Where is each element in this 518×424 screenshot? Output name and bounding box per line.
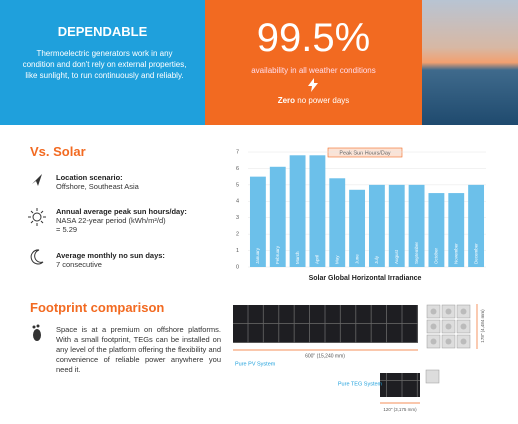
item-text: Offshore, Southeast Asia [56,182,139,191]
x-tick-label: December [473,243,478,264]
teg-width: 120" (3,175 mm) [383,407,417,412]
bar [289,155,306,267]
footprint-text: Space is at a premium on offshore platfo… [56,325,221,374]
x-tick-label: September [414,241,419,264]
bar [349,189,366,267]
stat-caption: availability in all weather conditions [251,66,376,75]
dependable-panel: DEPENDABLE Thermoelectric generators wor… [0,0,205,125]
zero-rest: no power days [297,96,350,105]
moon-icon [30,249,44,265]
stat: 99.5% [256,16,371,60]
item-1: Location scenario: Offshore, Southeast As… [56,173,226,191]
y-tick-label: 3 [236,215,239,221]
bar [329,178,346,267]
bar [249,176,266,267]
intro-text: Thermoelectric generators work in any co… [22,49,187,80]
item-text: 7 consecutive [56,260,102,269]
x-tick-label: August [394,249,399,264]
sea-photo [422,0,518,125]
x-tick-label: February [275,245,280,264]
bar [428,193,445,267]
pv-label: Pure PV System [235,361,276,367]
x-tick-label: November [453,243,458,264]
y-tick-label: 2 [236,232,239,238]
vs-solar-heading: Vs. Solar [30,144,86,159]
y-tick-label: 1 [236,248,239,254]
y-tick-label: 6 [236,166,239,172]
stat-panel: 99.5% availability in all weather condit… [205,0,422,125]
sun-icon [28,208,46,226]
y-tick-label: 4 [236,199,239,205]
item-title: Average monthly no sun days: [56,251,165,260]
zero-line: Zero no power days [205,96,422,105]
location-icon [32,174,42,186]
x-tick-label: July [374,255,379,264]
pv-array [233,305,418,343]
x-tick-label: October [434,247,439,264]
legend-label: Peak Sun Hours/Day [339,150,391,156]
bar [269,166,286,267]
bar [448,193,465,267]
item-title: Location scenario: [56,173,123,182]
zero: Zero [277,96,296,105]
icons [28,174,46,265]
item-title: Annual average peak sun hours/day: [56,207,187,216]
bar [468,184,485,267]
legend-box [327,147,403,158]
x-tick-label: April [315,255,320,264]
title: DEPENDABLE [57,24,148,39]
foot-icon [32,324,41,341]
y-tick-label: 5 [236,182,239,188]
pv-width: 600" (15,240 mm) [305,353,345,359]
item-text: NASA 22-year period (kWh/m²/d) = 5.29 [56,216,166,234]
side-width: 178" (4,484 mm) [480,309,485,343]
bar [309,155,326,267]
teg-grid [426,304,471,349]
bar [408,184,425,267]
x-tick-label: January [255,247,260,264]
teg-unit [425,369,440,384]
item-3: Average monthly no sun days: 7 consecutiv… [56,251,226,269]
footprint-heading: Footprint comparison [30,300,165,315]
item-2: Annual average peak sun hours/day: NASA 2… [56,207,187,234]
y-tick-label: 7 [236,149,239,155]
x-tick-label: May [334,255,339,264]
teg-array [380,373,420,397]
x-tick-label: June [354,254,359,264]
x-tick-label: March [295,251,300,264]
teg-label: Pure TEG System [338,381,383,387]
bar [368,184,385,267]
y-tick-label: 0 [236,264,239,270]
chart-title: Solar Global Horizontal Irradiance [309,275,422,282]
bolt-icon [308,78,318,92]
bar [388,184,405,267]
